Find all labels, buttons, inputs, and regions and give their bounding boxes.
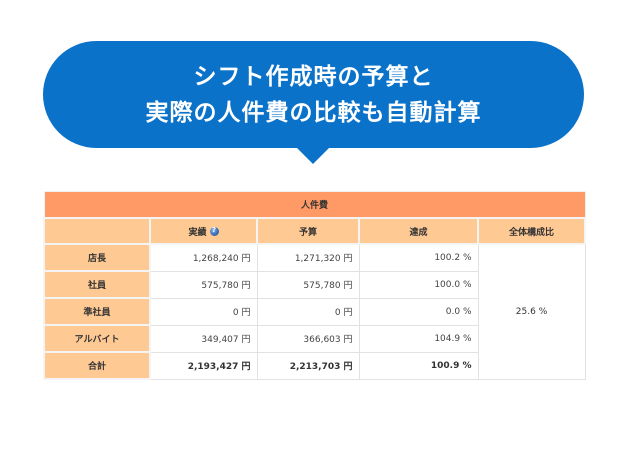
achievement-value: 100.2 % xyxy=(358,243,479,272)
row-label: 準社員 xyxy=(43,297,151,326)
budget-value: 0 円 xyxy=(256,297,360,326)
actual-value: 1,268,240 円 xyxy=(149,243,258,272)
overall-ratio-value: 25.6 % xyxy=(477,243,586,380)
achievement-total: 100.9 % xyxy=(358,351,479,380)
table-title: 人件費 xyxy=(43,191,586,219)
budget-value: 366,603 円 xyxy=(256,324,360,353)
table-row: 社員 575,780 円 575,780 円 100.0 % xyxy=(43,270,585,299)
header-achievement: 達成 xyxy=(358,217,479,245)
achievement-value: 0.0 % xyxy=(358,297,479,326)
labor-cost-table-container: 人件費 実績 予算 達成 全体構成比 店長 1,268,240 円 1,271,… xyxy=(43,191,587,380)
actual-value: 575,780 円 xyxy=(149,270,258,299)
header-actual: 実績 xyxy=(149,217,258,245)
table-total-row: 合計 2,193,427 円 2,213,703 円 100.9 % xyxy=(43,351,585,380)
budget-value: 575,780 円 xyxy=(256,270,360,299)
header-overall-ratio: 全体構成比 xyxy=(476,217,587,245)
row-label: アルバイト xyxy=(43,324,151,353)
table-row: アルバイト 349,407 円 366,603 円 104.9 % xyxy=(43,324,585,353)
banner-pointer xyxy=(296,147,330,164)
headline-line-2: 実際の人件費の比較も自動計算 xyxy=(145,99,482,126)
header-budget: 予算 xyxy=(256,217,360,245)
row-label: 社員 xyxy=(43,270,151,299)
achievement-value: 100.0 % xyxy=(358,270,479,299)
header-actual-label: 実績 xyxy=(188,227,207,238)
row-label: 店長 xyxy=(43,243,151,272)
question-circle-icon[interactable] xyxy=(209,226,219,236)
labor-cost-table: 人件費 実績 予算 達成 全体構成比 店長 1,268,240 円 1,271,… xyxy=(43,191,587,380)
actual-value: 349,407 円 xyxy=(149,324,258,353)
actual-total: 2,193,427 円 xyxy=(149,351,258,380)
budget-value: 1,271,320 円 xyxy=(256,243,360,272)
row-label: 合計 xyxy=(43,351,151,380)
headline-line-1: シフト作成時の予算と xyxy=(193,63,434,90)
table-title-row: 人件費 xyxy=(43,191,586,219)
budget-total: 2,213,703 円 xyxy=(256,351,360,380)
header-empty xyxy=(43,217,151,245)
table-header-row: 実績 予算 達成 全体構成比 xyxy=(43,217,587,245)
table-row: 店長 1,268,240 円 1,271,320 円 100.2 % 25.6 … xyxy=(43,243,586,380)
actual-value: 0 円 xyxy=(149,297,258,326)
headline-banner: シフト作成時の予算と 実際の人件費の比較も自動計算 xyxy=(43,41,584,148)
table-row: 準社員 0 円 0 円 0.0 % xyxy=(43,297,585,326)
achievement-value: 104.9 % xyxy=(358,324,479,353)
